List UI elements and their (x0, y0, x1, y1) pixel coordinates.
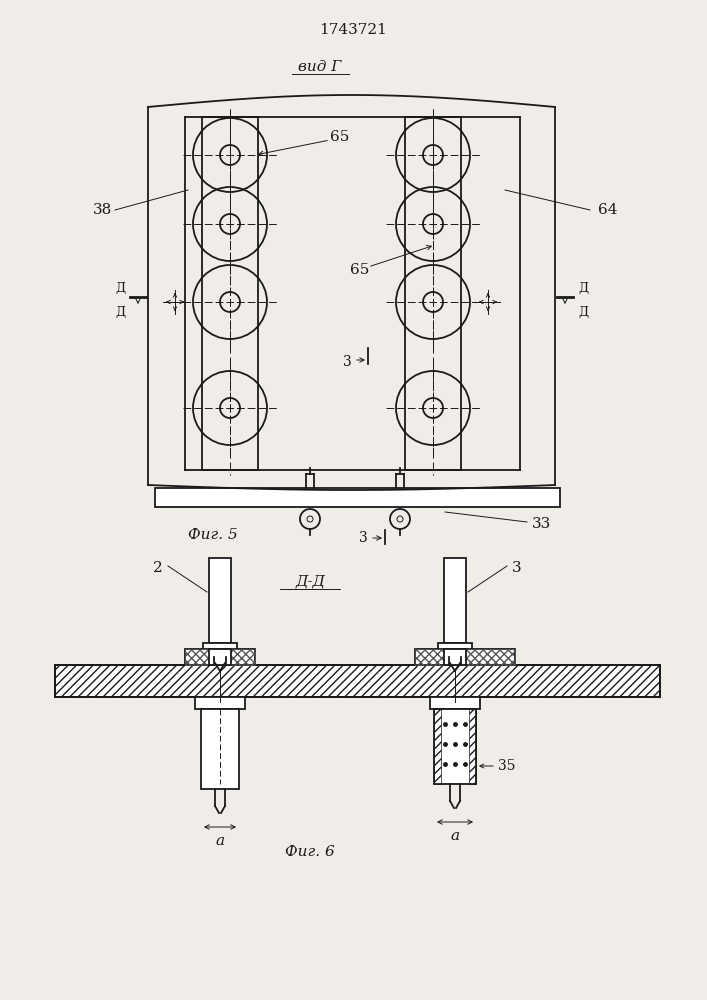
Text: 33: 33 (532, 517, 551, 531)
Text: a: a (216, 834, 225, 848)
Text: 65: 65 (330, 130, 350, 144)
Bar (55, 665, 660, 697)
Text: 2: 2 (153, 561, 163, 575)
Text: Д: Д (578, 282, 588, 294)
Text: Д: Д (115, 282, 125, 294)
Text: Д: Д (115, 306, 125, 318)
Bar (195, 697, 245, 709)
Text: 64: 64 (598, 203, 617, 217)
Bar (203, 643, 237, 657)
Text: 38: 38 (93, 203, 112, 217)
Text: 35: 35 (498, 759, 515, 773)
Bar (415, 649, 515, 665)
Text: Д-Д: Д-Д (295, 575, 325, 589)
Bar (155, 488, 560, 507)
Bar (438, 643, 472, 657)
Bar (209, 649, 231, 665)
Text: Фиг. 5: Фиг. 5 (188, 528, 238, 542)
Bar (415, 649, 515, 665)
Bar (444, 649, 466, 665)
Bar (209, 558, 231, 643)
Bar (430, 697, 480, 709)
Bar (185, 649, 255, 665)
Text: вид Г: вид Г (298, 60, 341, 74)
Bar (201, 709, 239, 789)
Text: Д: Д (578, 306, 588, 318)
Text: 1743721: 1743721 (319, 23, 387, 37)
Text: a: a (450, 829, 460, 843)
Bar (434, 709, 476, 784)
Bar (434, 709, 441, 784)
Text: 65: 65 (350, 263, 370, 277)
Bar (444, 558, 466, 643)
Text: Фиг. 6: Фиг. 6 (285, 845, 335, 859)
Bar (469, 709, 476, 784)
Bar (185, 649, 255, 665)
Bar (55, 665, 660, 697)
Text: 3: 3 (359, 531, 368, 545)
Text: 3: 3 (344, 355, 352, 369)
Text: 3: 3 (512, 561, 522, 575)
